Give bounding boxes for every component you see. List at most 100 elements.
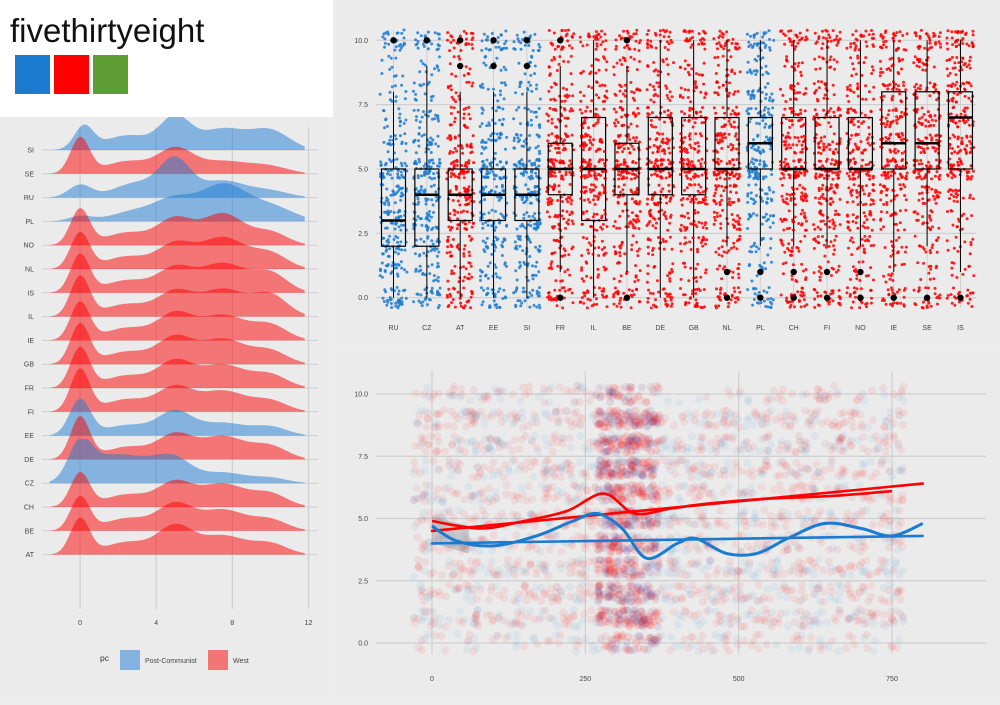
box-jitter-point (652, 85, 655, 88)
box-jitter-point (535, 306, 538, 309)
box-jitter-point (832, 29, 835, 32)
box-jitter-point (434, 142, 437, 145)
box-jitter-point (730, 113, 733, 116)
box-jitter-point (521, 93, 524, 96)
box-jitter-point (571, 47, 574, 50)
box-jitter-point (752, 287, 755, 290)
box-jitter-point (504, 68, 507, 71)
box-jitter-point (790, 304, 793, 307)
box-jitter-point (432, 211, 435, 214)
box-jitter-point (528, 291, 531, 294)
box-jitter-point (818, 187, 821, 190)
box-jitter-point (614, 252, 617, 255)
box-jitter-point (455, 150, 458, 153)
box-jitter-point (720, 277, 723, 280)
ridge-category-label: FR (25, 386, 34, 393)
box-jitter-point (596, 213, 599, 216)
box-jitter-point (727, 145, 730, 148)
box-jitter-point (828, 303, 831, 306)
box-jitter-point (864, 215, 867, 218)
box-jitter-point (897, 84, 900, 87)
box-jitter-point (915, 176, 918, 179)
box-jitter-point (535, 228, 538, 231)
box-jitter-point (638, 49, 641, 52)
box-jitter-point (585, 260, 588, 263)
box-jitter-point (728, 120, 731, 123)
box-jitter-point (405, 142, 408, 145)
box-jitter-point (569, 288, 572, 291)
box-jitter-point (482, 164, 485, 167)
box-jitter-point (856, 227, 859, 230)
box-jitter-point (457, 111, 460, 114)
box-jitter-point (750, 107, 753, 110)
box-jitter-point (462, 306, 465, 309)
box-jitter-point (417, 47, 420, 50)
box-jitter-point (614, 93, 617, 96)
box-jitter-point (487, 88, 490, 91)
box-jitter-point (686, 163, 689, 166)
box-jitter-point (785, 55, 788, 58)
box-jitter-point (417, 176, 420, 179)
box-jitter-point (816, 122, 819, 125)
box-jitter-point (630, 178, 633, 181)
box-jitter-point (535, 261, 538, 264)
box-jitter-point (433, 67, 436, 70)
box-jitter-point (824, 223, 827, 226)
box-x-tick-label: DE (655, 325, 665, 332)
box-jitter-point (772, 99, 775, 102)
box-jitter-point (713, 223, 716, 226)
box-jitter-point (766, 254, 769, 257)
box-jitter-point (797, 65, 800, 68)
box-jitter-point (886, 88, 889, 91)
box-jitter-point (450, 106, 453, 109)
box-jitter-point (817, 37, 820, 40)
box-jitter-point (900, 68, 903, 71)
box-jitter-point (686, 186, 689, 189)
box-jitter-point (713, 211, 716, 214)
box-jitter-point (584, 161, 587, 164)
box-x-tick-label: IL (591, 325, 597, 332)
box-jitter-point (864, 56, 867, 59)
box-jitter-point (501, 254, 504, 257)
box-jitter-point (753, 70, 756, 73)
box-jitter-point (805, 303, 808, 306)
box-jitter-point (400, 260, 403, 263)
box-jitter-point (865, 98, 868, 101)
box-jitter-point (792, 263, 795, 266)
box-jitter-point (635, 274, 638, 277)
box-jitter-point (620, 63, 623, 66)
box-jitter-point (683, 119, 686, 122)
box-jitter-point (695, 288, 698, 291)
box-jitter-point (869, 203, 872, 206)
box-jitter-point (589, 299, 592, 302)
box-jitter-point (533, 33, 536, 36)
box-jitter-point (466, 210, 469, 213)
box-jitter-point (813, 298, 816, 301)
box-jitter-point (670, 41, 673, 44)
box-jitter-point (901, 263, 904, 266)
box-jitter-point (571, 292, 574, 295)
box-jitter-point (550, 266, 553, 269)
box-jitter-point (486, 172, 489, 175)
box-jitter-point (784, 140, 787, 143)
box-jitter-point (805, 276, 808, 279)
box-jitter-point (451, 161, 454, 164)
box-jitter-point (935, 134, 938, 137)
box-jitter-point (615, 118, 618, 121)
box-jitter-point (551, 118, 554, 121)
box-jitter-point (757, 55, 760, 58)
box-jitter-point (448, 49, 451, 52)
box-jitter-point (624, 84, 627, 87)
box-jitter-point (505, 225, 508, 228)
box-jitter-point (483, 33, 486, 36)
box-jitter-point (872, 98, 875, 101)
box-jitter-point (601, 158, 604, 161)
box-jitter-point (531, 289, 534, 292)
box-jitter-point (598, 160, 601, 163)
box-jitter-point (703, 288, 706, 291)
box-jitter-point (686, 212, 689, 215)
box-jitter-point (890, 65, 893, 68)
box-jitter-point (761, 149, 764, 152)
box-jitter-point (653, 88, 656, 91)
box-jitter-point (897, 150, 900, 153)
